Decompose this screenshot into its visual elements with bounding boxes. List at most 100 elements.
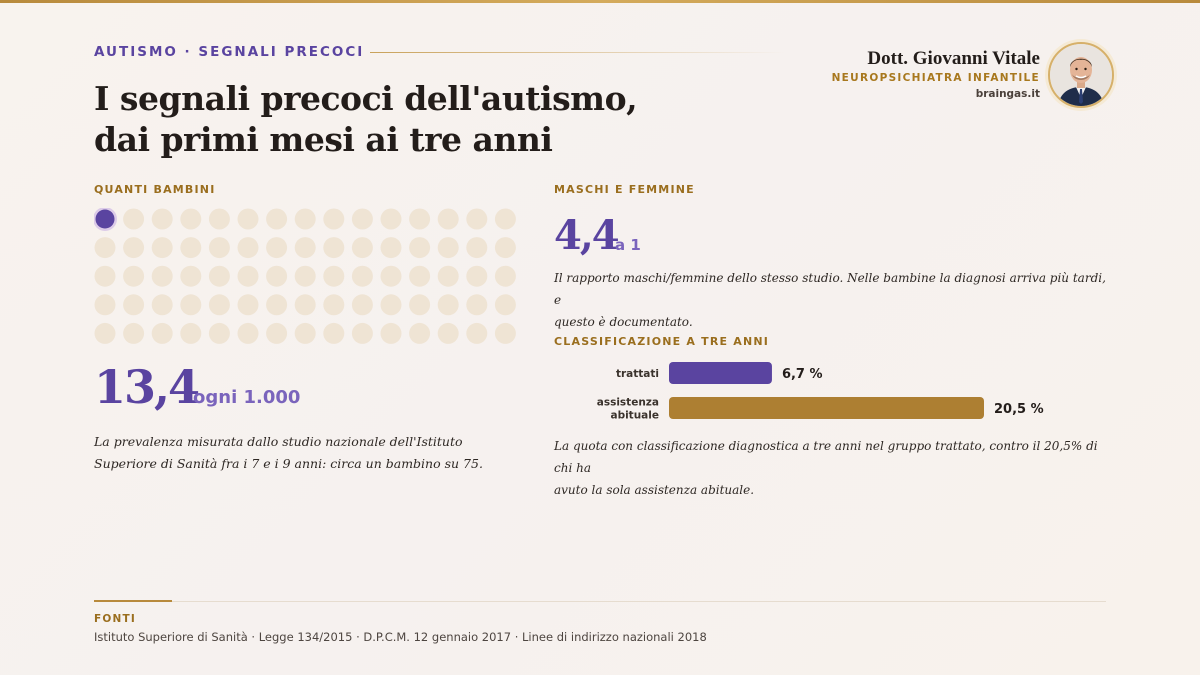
waffle-dot [180,322,202,344]
ratio-value: 4,4 [554,212,620,259]
waffle-dot [323,265,345,287]
waffle-dot [94,237,116,259]
waffle-dot [294,265,316,287]
prevalence-note-line-2: Superiore di Sanità fra i 7 e i 9 anni: … [94,456,483,471]
waffle-dot [380,237,402,259]
waffle-dot [466,322,488,344]
waffle-dot [494,208,516,230]
waffle-dot [294,322,316,344]
waffle-dot [180,265,202,287]
waffle-dot [323,208,345,230]
classification-label: CLASSIFICAZIONE A TRE ANNI [554,335,770,348]
ratio-note-line-2: questo è documentato. [554,315,693,329]
prevalence-note: La prevalenza misurata dallo studio nazi… [94,431,514,475]
waffle-dot [94,265,116,287]
bar-category-label: trattati [616,368,659,380]
waffle-dot [94,322,116,344]
ratio-label: MASCHI E FEMMINE [554,183,695,196]
waffle-dot [323,294,345,316]
waffle-dot [208,208,230,230]
waffle-dot [237,237,259,259]
author-site-link[interactable]: braingas.it [975,88,1040,100]
waffle-dot [494,265,516,287]
kicker-divider [370,52,785,53]
classification-note-line-2: avuto la sola assistenza abituale. [554,483,755,497]
classification-note: La quota con classificazione diagnostica… [554,435,1114,501]
waffle-dot [123,237,145,259]
waffle-dot [123,208,145,230]
waffle-dot [123,294,145,316]
waffle-dot [380,208,402,230]
prevalence-note-line-1: La prevalenza misurata dallo studio nazi… [94,434,463,449]
waffle-dot [494,322,516,344]
waffle-dot [437,208,459,230]
waffle-dot [437,294,459,316]
waffle-dot [123,322,145,344]
waffle-dot [151,237,173,259]
waffle-dot [494,237,516,259]
waffle-dot [237,294,259,316]
waffle-dot [94,294,116,316]
waffle-dot [151,208,173,230]
ratio-note-line-1: Il rapporto maschi/femmine dello stesso … [554,271,1106,307]
waffle-dot [294,294,316,316]
waffle-dot [180,294,202,316]
waffle-dot [266,322,288,344]
waffle-dot [237,265,259,287]
waffle-dot [180,237,202,259]
waffle-dot [180,208,202,230]
waffle-dot [466,265,488,287]
prevalence-waffle-chart [94,208,516,344]
bar [669,397,984,419]
waffle-dot [351,208,373,230]
waffle-dot [409,322,431,344]
prevalence-value: 13,4 [94,360,200,414]
waffle-dot [237,208,259,230]
title-line-2: dai primi mesi ai tre anni [94,120,553,159]
ratio-unit: a 1 [615,236,641,254]
waffle-dot [380,265,402,287]
waffle-dot [266,208,288,230]
waffle-dot [266,237,288,259]
waffle-dot [380,322,402,344]
avatar [1048,42,1114,108]
author-role: NEUROPSICHIATRA INFANTILE [831,72,1040,84]
waffle-dot [151,294,173,316]
waffle-dot [208,237,230,259]
waffle-dot [294,208,316,230]
prevalence-label: QUANTI BAMBINI [94,183,216,196]
waffle-dot [409,294,431,316]
waffle-dot [351,237,373,259]
waffle-dot [351,265,373,287]
waffle-dot [294,237,316,259]
waffle-dot [323,322,345,344]
footer-accent [94,600,172,602]
bar [669,362,772,384]
page-title: I segnali precoci dell'autismo, dai prim… [94,78,714,160]
waffle-dot-highlighted [95,209,115,229]
bar-value-label: 6,7 % [782,367,823,382]
waffle-dot [351,322,373,344]
waffle-dot [323,237,345,259]
waffle-dot [208,265,230,287]
waffle-dot [208,294,230,316]
doctor-portrait-icon [1050,44,1112,106]
bar-value-label: 20,5 % [994,402,1044,417]
waffle-dot [151,265,173,287]
waffle-dot [466,208,488,230]
author-name: Dott. Giovanni Vitale [867,48,1040,69]
waffle-dot [437,237,459,259]
title-line-1: I segnali precoci dell'autismo, [94,79,638,118]
waffle-dot [123,265,145,287]
bar-category-label: abituale [610,410,659,422]
waffle-dot [409,265,431,287]
waffle-dot [266,265,288,287]
footer-divider [94,601,1106,602]
waffle-dot [237,322,259,344]
waffle-dot [151,322,173,344]
top-accent-rule [0,0,1200,3]
footer-sources: Istituto Superiore di Sanità · Legge 134… [94,630,707,644]
bar-category-label: assistenza [597,397,659,409]
waffle-dot [466,237,488,259]
